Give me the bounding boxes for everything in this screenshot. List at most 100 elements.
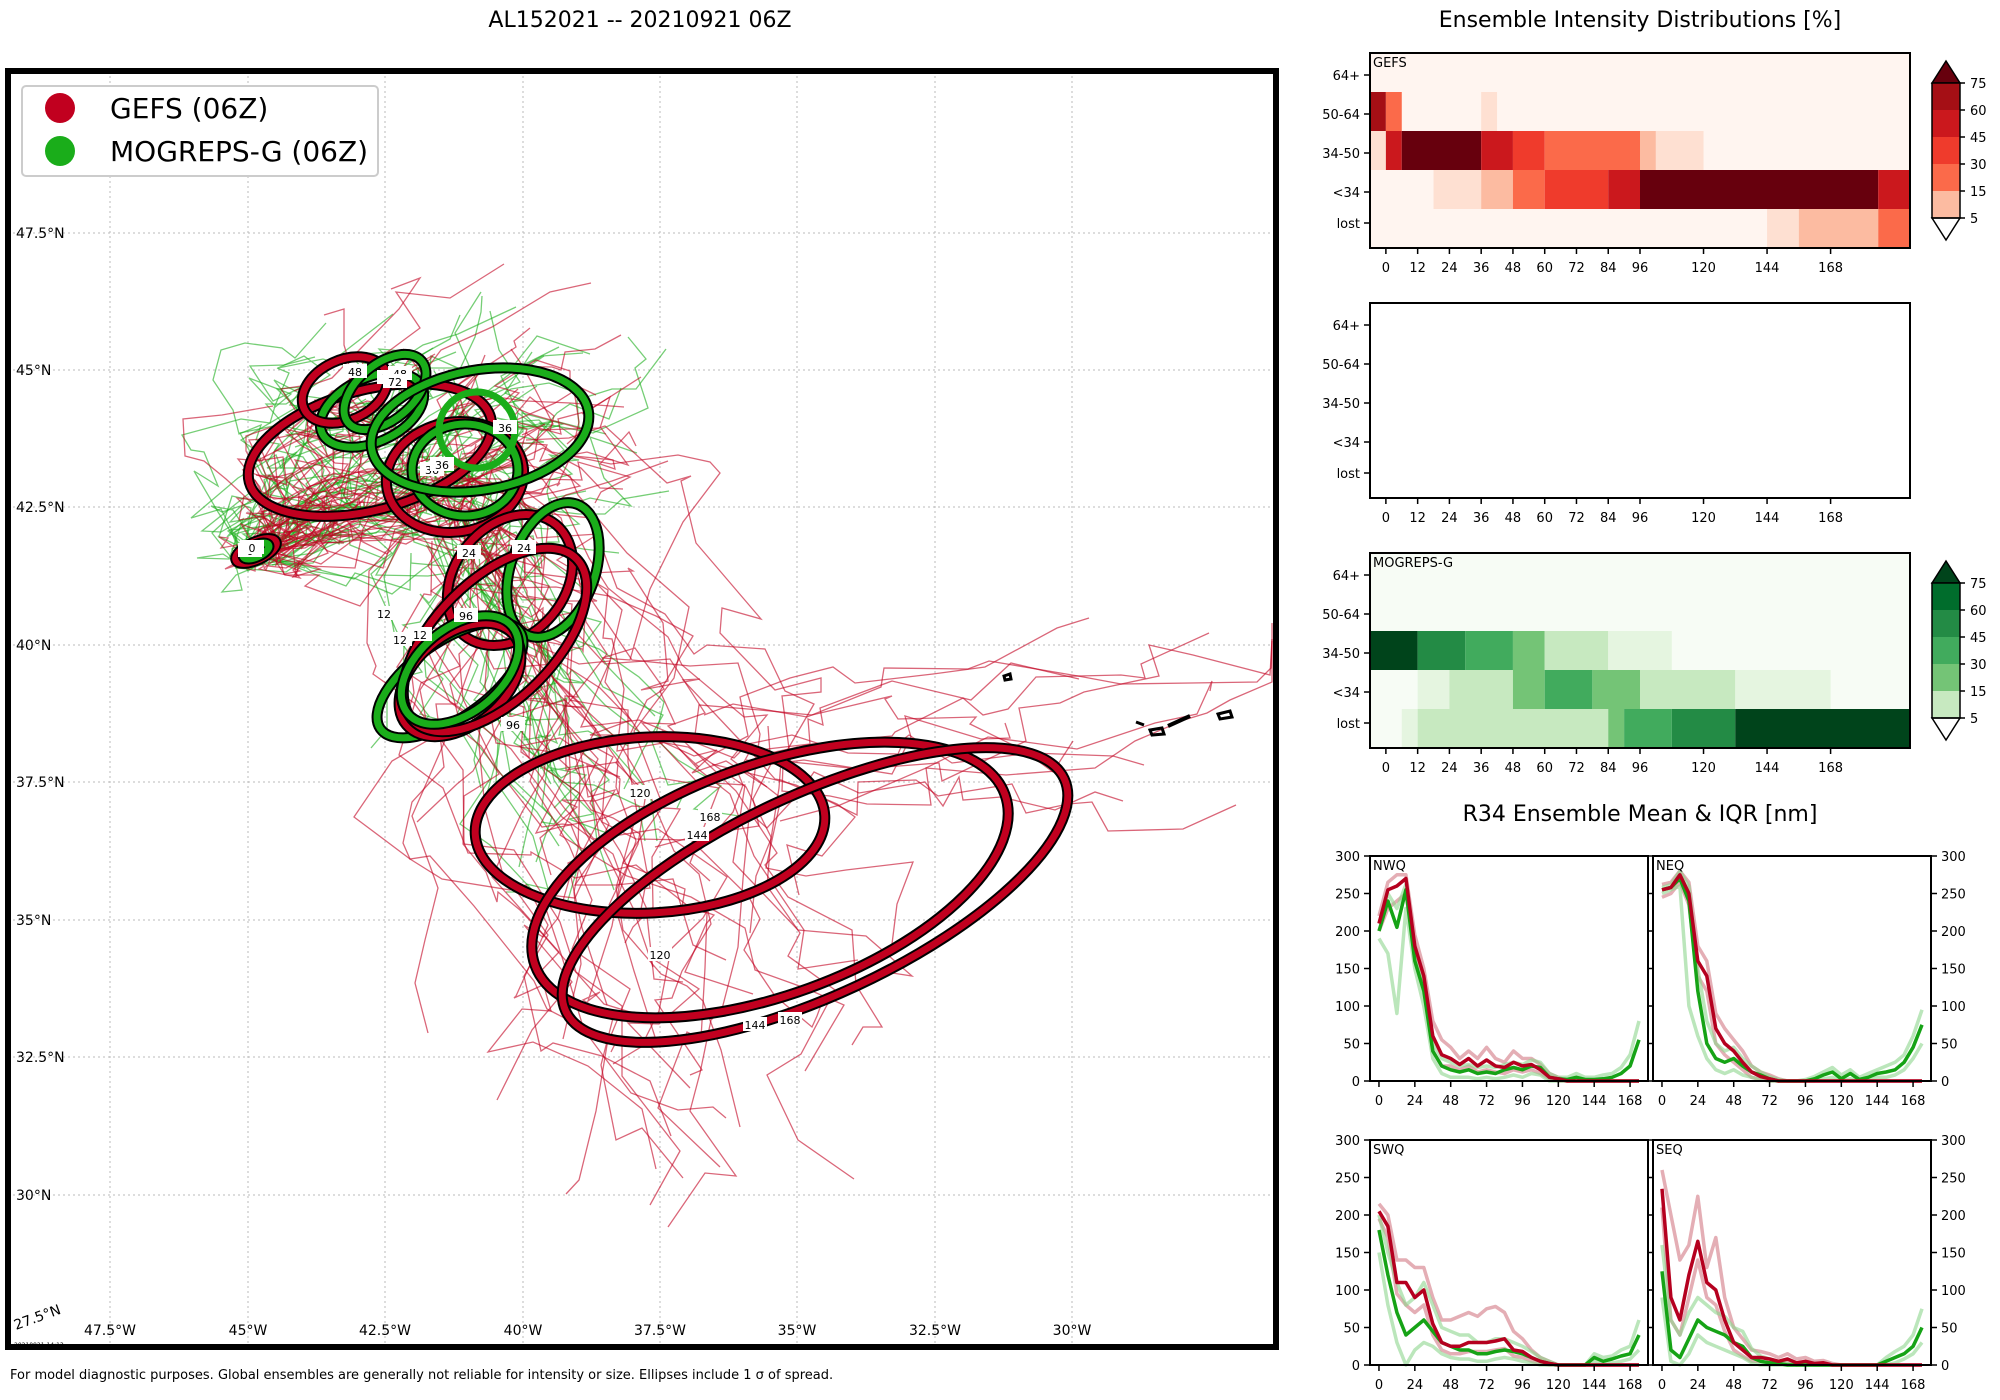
r34-y-label: 100 <box>1335 1284 1360 1299</box>
ensemble-track <box>275 334 622 563</box>
r34-y-label: 0 <box>1352 1359 1360 1374</box>
heatmap-x-label: 60 <box>1536 511 1553 526</box>
r34-x-label: 144 <box>1582 1378 1607 1393</box>
r34-panel-title: NEQ <box>1656 859 1684 874</box>
heatmap-x-label: 60 <box>1536 261 1553 276</box>
track-map: 0122436487296120120144144168168120122436… <box>5 68 1279 1350</box>
right-panels: GEFS 64+ 50-64 34-50 <34 lost 0 12 24 36 48 60 72 84 9… <box>1322 52 1987 1393</box>
r34-x-label: 24 <box>1690 1094 1707 1109</box>
heatmap-x-label: 0 <box>1382 261 1390 276</box>
mogreps-ellipse-label: 0 <box>249 542 256 555</box>
heatmap-row-label: lost <box>1337 467 1360 482</box>
heatmap-cell <box>1735 709 1910 748</box>
legend-mogreps-label: MOGREPS-G (06Z) <box>110 135 368 168</box>
heatmap-background <box>1370 303 1910 498</box>
heatmap-x-label: 96 <box>1632 261 1649 276</box>
heatmap-row-label: 50-64 <box>1322 358 1360 373</box>
lat-label: 30°N <box>16 1188 51 1204</box>
heatmap-cell <box>1481 92 1498 131</box>
heatmap-x-label: 96 <box>1632 511 1649 526</box>
lon-label: 42.5°W <box>359 1323 411 1339</box>
heatmap-cell <box>1465 631 1513 670</box>
colorbar-segment <box>1932 191 1960 218</box>
ensemble-track <box>428 489 583 1040</box>
mogreps-ellipse <box>340 350 430 434</box>
ensemble-track <box>483 516 727 1119</box>
r34-panel-seq: SEQ 0 50 100 150 200 250 300 0 24 48 72 96 120 144 168 <box>1647 1134 1966 1393</box>
mogreps-label-bg <box>430 457 454 471</box>
heatmap-cell <box>1640 670 1736 709</box>
heatmap-cell <box>1767 209 1799 248</box>
gefs-ellipse-label: 168 <box>780 1014 801 1027</box>
ensemble-track <box>398 533 754 995</box>
mogreps-ellipse-label: 96 <box>459 610 473 623</box>
r34-y-label: 100 <box>1941 1284 1966 1299</box>
colorbar-segment <box>1932 637 1960 664</box>
heatmap-x-label: 120 <box>1691 761 1716 776</box>
heatmap-title: GEFS <box>1373 56 1407 71</box>
heatmap-x-label: 36 <box>1473 511 1490 526</box>
heatmap-cell <box>1512 670 1545 709</box>
heatmap-row-label: lost <box>1337 217 1360 232</box>
uncertainty-ellipses <box>230 348 1074 1048</box>
r34-panel-title: SEQ <box>1656 1143 1683 1158</box>
r34-y-label: 200 <box>1335 925 1360 940</box>
gefs-label-bg <box>457 545 481 559</box>
colorbar-segment <box>1932 164 1960 191</box>
r34-y-label: 250 <box>1941 888 1966 903</box>
heatmap-row-label: 34-50 <box>1322 397 1360 412</box>
r34-y-label: 250 <box>1335 1172 1360 1187</box>
r34-x-label: 144 <box>1865 1094 1890 1109</box>
r34-x-label: 144 <box>1582 1094 1607 1109</box>
r34-y-label: 150 <box>1941 963 1966 978</box>
heatmap-cell <box>1385 92 1402 131</box>
colorbar-label: 5 <box>1970 712 1978 727</box>
r34-x-label: 120 <box>1546 1094 1571 1109</box>
r34-y-label: 300 <box>1941 850 1966 865</box>
heatmap-cell <box>1512 170 1545 209</box>
heatmap-cell <box>1544 170 1609 209</box>
lon-label: 37.5°W <box>634 1323 686 1339</box>
heatmap-cell <box>1640 131 1656 170</box>
map-title: AL152021 -- 20210921 06Z <box>488 8 792 33</box>
r34-x-label: 0 <box>1658 1094 1666 1109</box>
heatmap-cell <box>1481 170 1513 209</box>
heatmap-x-label: 168 <box>1818 761 1843 776</box>
r34-x-label: 168 <box>1901 1378 1926 1393</box>
heatmap-cell <box>1608 631 1672 670</box>
heatmap-row-label: 50-64 <box>1322 608 1360 623</box>
ensemble-track <box>678 617 1090 768</box>
lat-label: 37.5°N <box>16 775 65 791</box>
r34-y-label: 200 <box>1941 925 1966 940</box>
r34-y-label: 0 <box>1941 1075 1949 1090</box>
r34-x-label: 0 <box>1375 1094 1383 1109</box>
r34-y-label: 100 <box>1335 1000 1360 1015</box>
r34-series-mogreps-g-iqr-low <box>1377 1252 1641 1367</box>
heatmap-2: MOGREPS-G 64+ 50-64 34-50 <34 lost 0 12 24 36 48 60… <box>1322 552 1987 776</box>
r34-x-label: 120 <box>1829 1378 1854 1393</box>
colorbar-segment <box>1932 664 1960 691</box>
heatmap-cell <box>1417 709 1609 748</box>
lon-label: 47.5°W <box>84 1323 136 1339</box>
lat-label: 27.5°N <box>12 1302 63 1334</box>
r34-panel-title: SWQ <box>1373 1143 1404 1158</box>
gefs-ellipse-label: 120 <box>650 949 671 962</box>
gefs-ellipse-label: 96 <box>506 719 520 732</box>
land-outlines <box>1002 672 1234 737</box>
heatmap-x-label: 168 <box>1818 261 1843 276</box>
gefs-label-bg <box>698 809 722 823</box>
r34-x-label: 144 <box>1865 1378 1890 1393</box>
colorbar-frame <box>1931 82 1961 219</box>
colorbar-segment <box>1932 137 1960 164</box>
heatmap-cell <box>1401 709 1418 748</box>
colorbar-extend-top <box>1930 59 1962 84</box>
mogreps-ellipse-label: 36 <box>435 459 449 472</box>
legend-box <box>21 85 379 177</box>
ensemble-track <box>475 457 822 1029</box>
gefs-label-bg <box>778 1012 802 1026</box>
r34-title: R34 Ensemble Mean & IQR [nm] <box>1462 802 1818 827</box>
heatmap-cell <box>1655 131 1704 170</box>
heatmap-x-label: 72 <box>1568 261 1585 276</box>
r34-y-label: 300 <box>1335 1134 1360 1149</box>
ensemble-track <box>395 493 470 1034</box>
